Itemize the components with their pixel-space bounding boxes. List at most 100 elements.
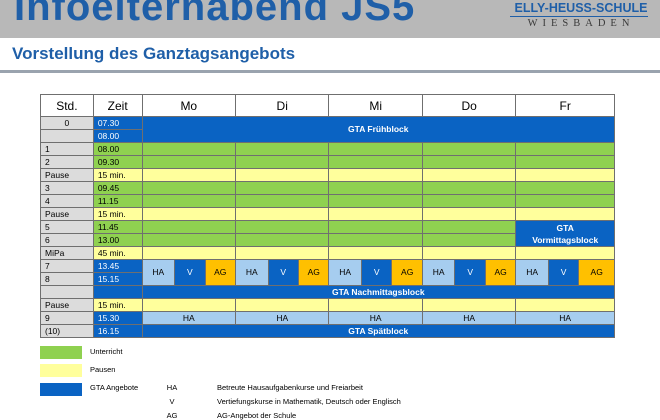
legend-swatch-unterricht	[40, 346, 82, 359]
mipa-mi	[328, 246, 423, 260]
legend: Unterricht Pausen GTA Angebote HA Betreu…	[40, 343, 600, 420]
unterricht-mi	[328, 142, 423, 156]
v-mo: V	[174, 259, 206, 286]
unterricht-mi	[328, 181, 423, 195]
pause-do	[421, 207, 517, 221]
table-row: 5 11.45 GTA Vormittagsblock	[40, 220, 615, 247]
legend-swatch-pausen	[40, 364, 82, 377]
legend-desc-ag: AG-Angebot der Schule	[217, 411, 297, 420]
std-cell: 5	[40, 220, 94, 234]
unterricht-mi	[328, 220, 423, 234]
v-fr: V	[547, 259, 580, 286]
ag-di: AG	[297, 259, 330, 286]
zeit-cell: 09.45	[92, 181, 143, 195]
gta-vormittagsblock: GTA Vormittagsblock	[515, 220, 615, 247]
unterricht-mo	[141, 155, 237, 169]
std-cell: 8	[40, 272, 94, 286]
zeit-cell: 08.00	[92, 142, 143, 156]
table-row: GTA Nachmittagsblock	[40, 285, 616, 299]
ag-do: AG	[484, 259, 517, 286]
zeit-cell: 09.30	[92, 155, 143, 169]
unterricht-do	[421, 194, 517, 208]
pause-do	[421, 298, 517, 312]
ha-di: HA	[235, 259, 269, 286]
std-cell: 1	[40, 142, 94, 156]
header-row: Std. Zeit Mo Di Mi Do Fr	[40, 94, 615, 117]
std-cell: MiPa	[40, 246, 94, 260]
ha-block-do: HA	[421, 311, 517, 325]
zeit-cell: 45 min.	[92, 246, 143, 260]
unterricht-di	[234, 142, 330, 156]
ha-mi: HA	[328, 259, 362, 286]
zeit-cell: 11.15	[92, 194, 143, 208]
std-cell: 4	[40, 194, 94, 208]
gta-fruehblock: GTA Frühblock	[141, 116, 616, 143]
header-di: Di	[234, 94, 330, 117]
table-row: Pause 15 min.	[40, 207, 615, 221]
unterricht-mi	[328, 194, 423, 208]
unterricht-fr	[515, 181, 615, 195]
zeit-cell: 13.45	[92, 259, 143, 273]
pause-mi	[328, 298, 423, 312]
zeit-cell: 15 min.	[92, 298, 143, 312]
table-row: 0 07.30 GTA Frühblock	[40, 116, 616, 143]
table-row: 6 13.00	[40, 233, 615, 247]
std-cell: 3	[40, 181, 94, 195]
zeit-cell: 16.15	[92, 324, 143, 338]
gta-spaetblock: GTA Spätblock	[141, 324, 616, 338]
school-logo: ELLY-HEUSS-SCHULE WIESBADEN	[506, 0, 656, 38]
zeit-cell: 07.30	[92, 116, 143, 130]
school-name: ELLY-HEUSS-SCHULE	[514, 1, 648, 15]
unterricht-fr	[515, 142, 615, 156]
unterricht-fr	[515, 155, 615, 169]
unterricht-do	[421, 142, 517, 156]
unterricht-mo	[141, 181, 237, 195]
header-mo: Mo	[141, 94, 237, 117]
pause-mo	[141, 207, 237, 221]
gta-vormittag-line2: Vormittagsblock	[532, 234, 599, 245]
legend-desc-ha: Betreute Hausaufgabenkurse und Freiarbei…	[217, 383, 363, 392]
pause-mi	[328, 207, 423, 221]
zeit-cell: 08.00	[92, 129, 143, 143]
pause-fr	[515, 168, 615, 182]
zeit-cell: 13.00	[92, 233, 143, 247]
table-row: MiPa 45 min.	[40, 246, 615, 260]
unterricht-do	[421, 220, 517, 234]
table-row: (10) 16.15 GTA Spätblock	[40, 324, 616, 338]
ha-do: HA	[421, 259, 456, 286]
legend-swatch-gta	[40, 383, 82, 396]
std-cell: Pause	[40, 207, 94, 221]
std-cell: 9	[40, 311, 94, 325]
legend-label-unterricht: Unterricht	[90, 347, 123, 356]
unterricht-fr	[515, 194, 615, 208]
page-title: Infoelternabend JS5	[14, 0, 416, 29]
pause-fr	[515, 298, 615, 312]
unterricht-mo	[141, 220, 237, 234]
unterricht-mi	[328, 233, 423, 247]
header-do: Do	[421, 94, 517, 117]
table-row: 3 09.45	[40, 181, 615, 195]
std-cell: Pause	[40, 298, 94, 312]
zeit-cell: 15 min.	[92, 207, 143, 221]
unterricht-do	[421, 181, 517, 195]
std-cell: 6	[40, 233, 94, 247]
ha-block-fr: HA	[515, 311, 615, 325]
legend-abbr-ha: HA	[166, 383, 178, 392]
pause-fr	[515, 207, 615, 221]
header-std: Std.	[40, 94, 94, 117]
header-fr: Fr	[515, 94, 615, 117]
unterricht-di	[234, 194, 330, 208]
unterricht-do	[421, 155, 517, 169]
mipa-di	[234, 246, 330, 260]
slide-subtitle: Vorstellung des Ganztagsangebots	[12, 44, 296, 63]
ag-mo: AG	[204, 259, 237, 286]
std-cell: 7	[40, 259, 94, 273]
legend-label-gta: GTA Angebote	[90, 383, 139, 392]
pause-di	[234, 298, 330, 312]
gta-nachmittagsblock: GTA Nachmittagsblock	[141, 285, 616, 299]
table-row: 4 11.15	[40, 194, 615, 208]
unterricht-mo	[141, 194, 237, 208]
subtitle-divider	[0, 70, 660, 73]
zeit-cell: 15 min.	[92, 168, 143, 182]
std-cell	[40, 129, 94, 143]
